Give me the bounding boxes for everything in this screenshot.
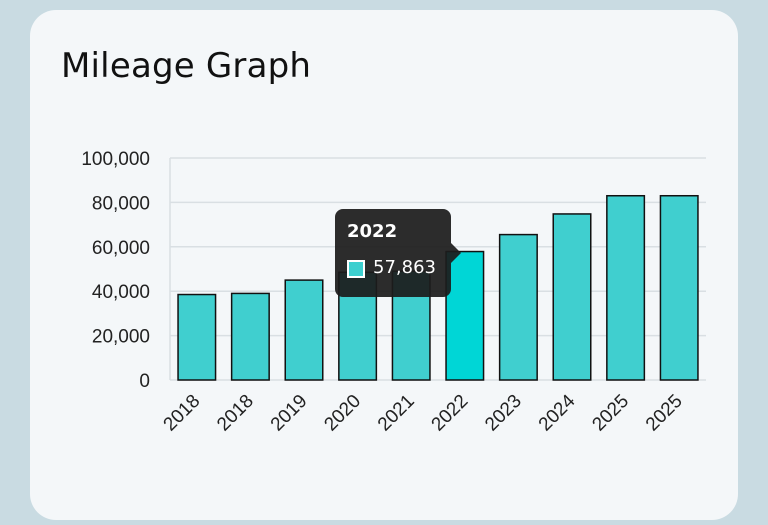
bar-2019-2[interactable] [284,279,324,381]
bar-2025-8[interactable] [606,194,646,381]
tooltip-value: 57,863 [373,257,436,278]
bar-2018-1[interactable] [230,292,270,381]
bar-2025-9[interactable] [659,194,699,381]
chart-tooltip: 2022 57,863 [335,209,461,297]
y-tick-label: 0 [139,371,150,392]
y-tick-label: 20,000 [92,327,150,348]
x-tick-label: 2025 [642,391,687,436]
x-tick-label: 2020 [320,391,365,436]
x-tick-label: 2021 [374,391,419,436]
x-tick-label: 2024 [535,390,580,435]
mileage-card: Mileage Graph 0 20,000 40,000 60,000 80,000 1… [30,10,738,520]
bar-2024-7[interactable] [552,213,592,381]
y-tick-label: 100,000 [81,149,150,170]
x-tick-label: 2022 [428,391,473,436]
x-tick-label: 2025 [588,391,633,436]
tooltip-swatch [347,260,365,278]
x-tick-label: 2018 [160,391,205,436]
card-title: Mileage Graph [61,46,312,86]
tooltip-title: 2022 [347,221,398,242]
bar-2023-6[interactable] [498,233,538,381]
y-tick-label: 40,000 [92,282,150,303]
y-tick-label: 60,000 [92,238,150,259]
x-tick-label: 2019 [267,391,312,436]
x-tick-label: 2023 [481,391,526,436]
bar-2018-0[interactable] [177,293,217,381]
bar-2022-5[interactable] [445,250,485,381]
y-tick-label: 80,000 [92,193,150,214]
x-tick-label: 2018 [213,391,258,436]
